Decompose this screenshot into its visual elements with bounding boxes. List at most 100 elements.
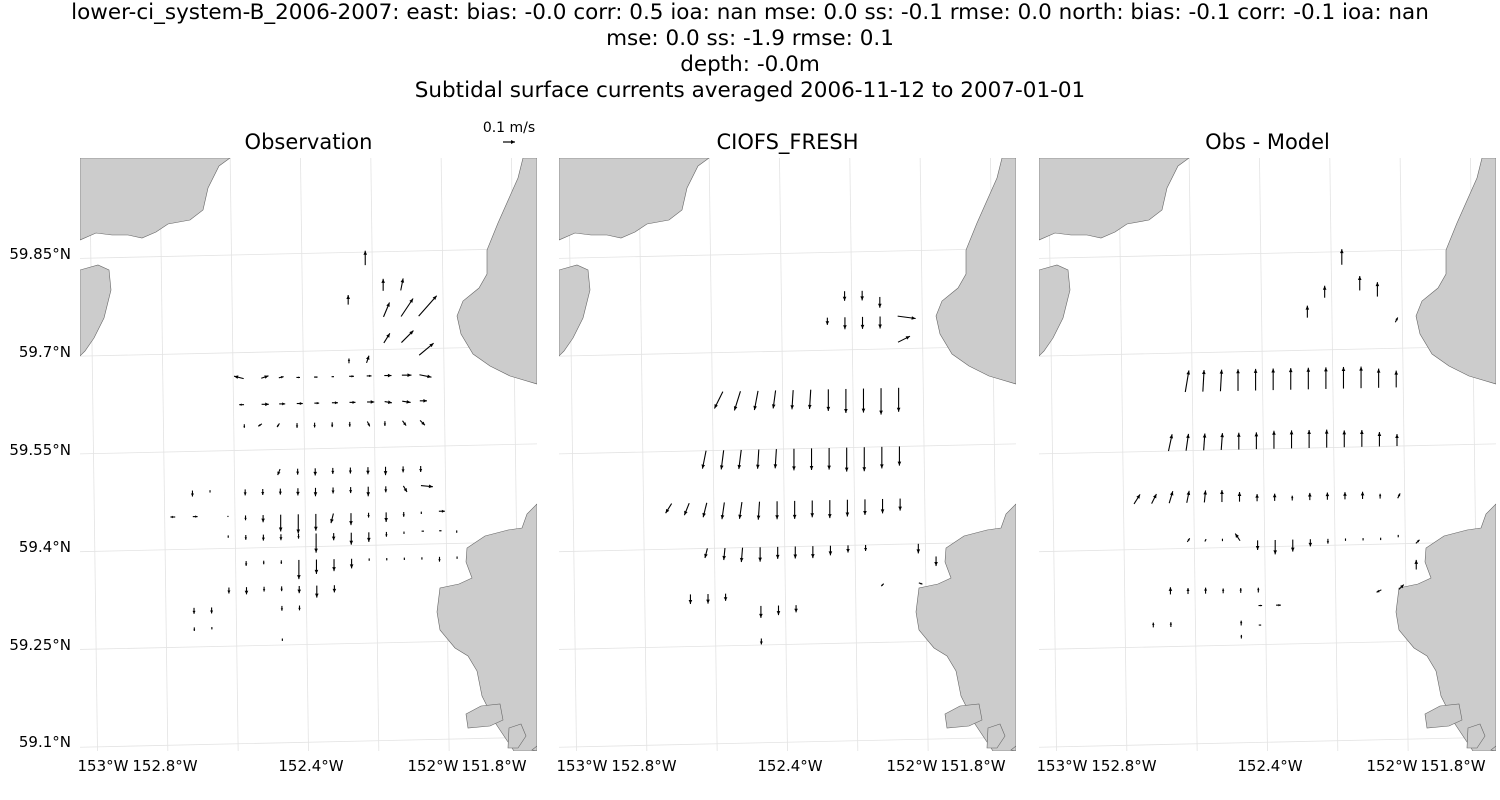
current-vector (758, 547, 762, 562)
current-vector (401, 466, 405, 473)
vector-head (385, 534, 388, 537)
vector-head (1397, 493, 1401, 497)
current-vector (348, 421, 351, 427)
vector-head (733, 406, 738, 411)
vector-head (409, 330, 414, 335)
longitude-tick-label: 152.8°W (611, 757, 676, 775)
current-vector (753, 390, 759, 411)
current-vector (1202, 370, 1206, 392)
vector-head (421, 558, 423, 560)
vector-head (897, 461, 902, 466)
current-vector (1308, 539, 1313, 547)
latitude-tick-label: 59.1°N (19, 733, 71, 751)
current-vector (383, 466, 388, 476)
longitude-gridline (849, 158, 859, 751)
vector-head (370, 400, 375, 404)
vector-head (277, 424, 280, 428)
current-vector (843, 317, 847, 330)
vector-head (280, 376, 284, 379)
current-vector (296, 488, 300, 496)
vector-head (1322, 285, 1327, 290)
vector-head (421, 421, 425, 426)
vector-head (1153, 493, 1157, 499)
vector-head (1343, 492, 1347, 496)
vector-head (429, 343, 434, 348)
current-vector (1344, 538, 1347, 541)
vector-head (1325, 492, 1330, 497)
current-vector (296, 376, 301, 379)
current-vector (419, 399, 428, 403)
vector-head (1254, 432, 1259, 437)
vector-head (400, 278, 405, 283)
land-mass (507, 723, 527, 749)
vector-head (1237, 432, 1241, 437)
vector-head (1273, 550, 1277, 555)
vector-head (278, 491, 282, 495)
current-vector (1221, 588, 1225, 594)
current-vector (739, 547, 744, 563)
current-vector (1377, 432, 1382, 447)
vector-head (1239, 620, 1243, 624)
latitude-tick-label: 59.55°N (9, 441, 71, 459)
vector-head (456, 557, 458, 559)
current-vector (456, 556, 458, 559)
current-vector (1184, 370, 1191, 393)
current-vector (704, 548, 708, 559)
vector-head (227, 516, 229, 518)
vector-head (234, 375, 239, 379)
vector-head (1186, 588, 1190, 592)
vector-head (1360, 430, 1364, 435)
current-vector (807, 389, 812, 409)
vector-head (1360, 491, 1365, 496)
current-vector (368, 558, 370, 561)
vector-head (243, 492, 247, 496)
current-vector (1168, 587, 1173, 595)
current-vector (243, 489, 247, 496)
land-mass (935, 158, 1016, 385)
current-vector (400, 298, 414, 317)
land-mass (559, 264, 591, 357)
current-vector (297, 585, 302, 594)
vector-head (688, 600, 693, 605)
title-line-4: Subtidal surface currents averaged 2006-… (414, 78, 1086, 103)
vector-head (381, 278, 385, 283)
vector-head (878, 303, 882, 308)
current-vector (918, 582, 923, 585)
current-vector (722, 547, 726, 561)
vector-head (407, 373, 412, 377)
vector-head (261, 518, 265, 523)
current-vector (192, 515, 198, 518)
current-vector (367, 400, 375, 404)
vector-head (905, 336, 911, 340)
vector-head (811, 554, 815, 559)
vector-head (315, 593, 319, 598)
current-vector (1234, 533, 1241, 542)
longitude-gridline (708, 158, 718, 751)
vector-head (1306, 367, 1311, 372)
vector-head (428, 484, 433, 489)
panel-title: CIOFS_FRESH (717, 130, 859, 155)
vector-head (210, 610, 214, 614)
vector-head (278, 527, 283, 532)
current-vector (1168, 491, 1174, 504)
longitude-tick-label: 152.8°W (132, 757, 197, 775)
current-vector (421, 530, 424, 532)
current-vector (1342, 430, 1347, 448)
current-vector (1237, 432, 1241, 450)
current-vector (439, 530, 442, 532)
vector-head (420, 512, 422, 515)
vector-head (1221, 538, 1224, 540)
vector-head (402, 514, 405, 517)
current-vector (1254, 432, 1259, 450)
longitude-gridline (1399, 158, 1409, 751)
vector-head (1186, 433, 1190, 439)
vector-head (756, 515, 761, 520)
map-panel (80, 158, 537, 751)
current-vector (878, 296, 882, 308)
current-vector (1375, 282, 1380, 297)
current-vector (1255, 494, 1259, 502)
current-vector (860, 290, 864, 301)
vector-head (1362, 539, 1364, 541)
vector-head (277, 471, 281, 476)
current-vector (1220, 490, 1224, 503)
